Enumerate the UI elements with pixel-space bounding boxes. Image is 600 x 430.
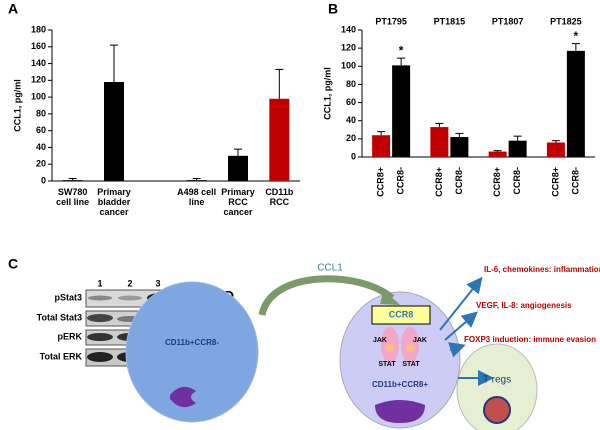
y-tick-label: 140: [31, 58, 46, 68]
cell: [125, 281, 259, 423]
cell-label: CD11b+CCR8-: [165, 338, 219, 347]
lane-label: 3: [155, 278, 160, 288]
bar: [450, 137, 469, 157]
arrow: [258, 275, 395, 316]
series-label: CCR8+: [434, 167, 444, 197]
y-tick-label: 0: [41, 175, 46, 185]
bar: [488, 151, 507, 157]
series-label: CCR8-: [396, 167, 406, 195]
y-tick-label: 60: [346, 97, 356, 107]
arrow: [380, 290, 400, 305]
row-label: Total Stat3: [37, 312, 82, 322]
annotation: *: [399, 43, 404, 57]
y-tick-label: 80: [346, 79, 356, 89]
x-tick-label: CD11b RCC: [265, 187, 294, 207]
label-line: CD11b: [265, 187, 294, 197]
ligand: CCL1: [317, 263, 343, 274]
bar: [228, 155, 248, 181]
y-tick-label: 180: [31, 24, 46, 34]
group-label: PT1815: [434, 16, 466, 26]
y-tick-label: 0: [351, 151, 356, 161]
group-label: PT1825: [550, 16, 582, 26]
stat: STAT: [402, 361, 420, 368]
row-label: pStat3: [54, 292, 82, 302]
annotation: *: [574, 29, 579, 43]
bar: [566, 50, 585, 157]
y-tick-label: 40: [346, 115, 356, 125]
bar: [372, 135, 391, 157]
bar: [104, 82, 124, 181]
arrow: [448, 342, 466, 358]
y-tick-label: 140: [341, 24, 356, 34]
lane-label: 2: [127, 278, 132, 288]
series-label: CCR8+: [376, 167, 386, 197]
x-tick-label: A498 cell line: [177, 187, 216, 207]
label-line: Primary: [97, 187, 131, 197]
bar: [269, 98, 290, 181]
series-label: CCR8-: [570, 167, 580, 195]
kinase: JAK: [413, 337, 427, 344]
cell-label: CD11b+CCR8+: [372, 380, 428, 389]
nucleus: [170, 386, 196, 408]
lane-label: 1: [97, 278, 102, 288]
y-tick-label: 20: [346, 133, 356, 143]
label-line: bladder: [98, 197, 131, 207]
series-label: CCR8-: [512, 167, 522, 195]
y-tick-label: 40: [36, 142, 46, 152]
cell: [339, 291, 461, 429]
receptor-label: CCR8: [389, 309, 414, 319]
panel-label: B: [328, 1, 338, 17]
arrow: [444, 311, 479, 341]
y-tick-label: 160: [31, 41, 46, 51]
y-tick-label: 120: [31, 75, 46, 85]
label-line: line: [189, 197, 205, 207]
label-line: Primary: [221, 187, 255, 197]
series-label: CCR8+: [550, 167, 560, 197]
label-line: A498 cell: [177, 187, 216, 197]
series-label: CCR8-: [454, 167, 464, 195]
nucleus: [483, 396, 511, 424]
stat: STAT: [378, 361, 396, 368]
outcome: IL-6, chemokines: inflammation: [484, 265, 600, 274]
bar: [392, 65, 411, 157]
bar: [186, 180, 207, 181]
outcome: VEGF, IL-8: angiogenesis: [476, 301, 572, 310]
arrow: [439, 276, 483, 331]
row-label: Total ERK: [40, 351, 83, 361]
label-line: RCC: [270, 197, 290, 207]
label-line: cancer: [223, 207, 253, 217]
bar: [546, 142, 565, 157]
y-axis-label: CCL1, pg/ml: [322, 67, 332, 120]
x-tick-label: SW780 cell line: [56, 187, 89, 207]
nucleus: [375, 400, 425, 423]
label-line: RCC: [228, 197, 248, 207]
label-line: cancer: [99, 207, 129, 217]
outcome: FOXP3 induction: immune evasion: [464, 335, 596, 344]
y-tick-label: 120: [341, 43, 356, 53]
panel-label: C: [8, 256, 18, 272]
bar: [62, 180, 83, 181]
receptor: [371, 305, 431, 325]
y-tick-label: 20: [36, 159, 46, 169]
label-line: cell line: [56, 197, 89, 207]
cell: [456, 343, 538, 430]
kinase: JAK: [373, 337, 387, 344]
x-tick-label: Primary RCC cancer: [221, 187, 255, 217]
group-label: PT1807: [492, 16, 524, 26]
series-label: CCR8+: [492, 167, 502, 197]
y-tick-label: 100: [31, 91, 46, 101]
x-tick-label: Primary bladder cancer: [97, 187, 131, 217]
group-label: PT1795: [375, 16, 407, 26]
cell-label: T regs: [483, 375, 511, 386]
bar: [430, 127, 449, 157]
y-tick-label: 60: [36, 125, 46, 135]
bar: [508, 140, 527, 157]
y-tick-label: 100: [341, 61, 356, 71]
label-line: SW780: [58, 187, 88, 197]
y-axis-label: CCL1, pg/ml: [12, 79, 22, 132]
y-tick-label: 80: [36, 108, 46, 118]
row-label: pERK: [58, 331, 83, 341]
panel-label: A: [8, 1, 18, 17]
